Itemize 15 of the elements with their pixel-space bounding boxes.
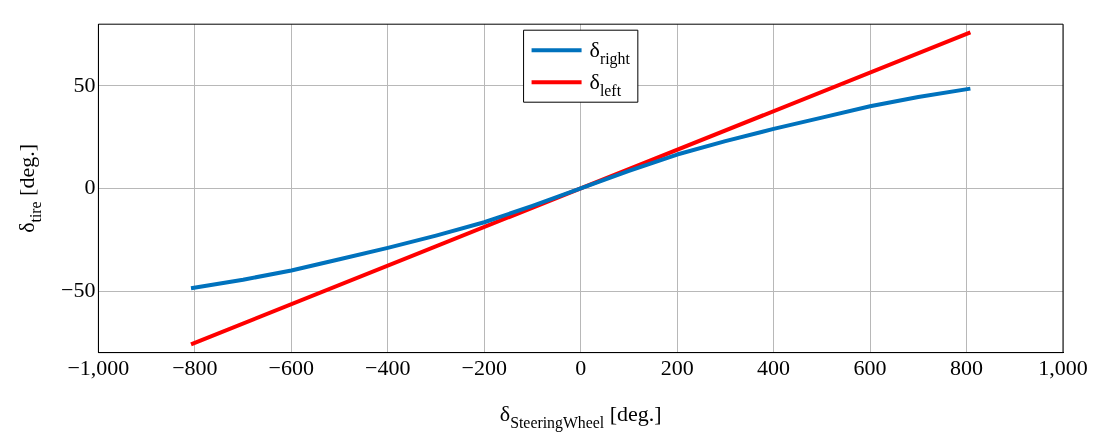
x-tick-label: 400 [757,354,791,380]
x-tick-label: −800 [172,354,218,380]
y-axis-title: δtire [deg.] [14,143,44,233]
x-tick-label: 800 [950,354,984,380]
x-tick-label: −400 [365,354,411,380]
x-tick-label: −600 [268,354,315,380]
x-tick-label: 0 [575,354,587,380]
y-tick-label: 0 [84,174,96,200]
x-tick-label: −1,000 [67,354,130,380]
y-tick-label: 50 [73,71,96,97]
x-tick-label: 200 [660,354,694,380]
x-tick-label: −200 [461,354,507,380]
y-tick-label: −50 [60,276,96,302]
x-tick-label: 1,000 [1038,354,1088,380]
x-tick-label: 600 [853,354,887,380]
